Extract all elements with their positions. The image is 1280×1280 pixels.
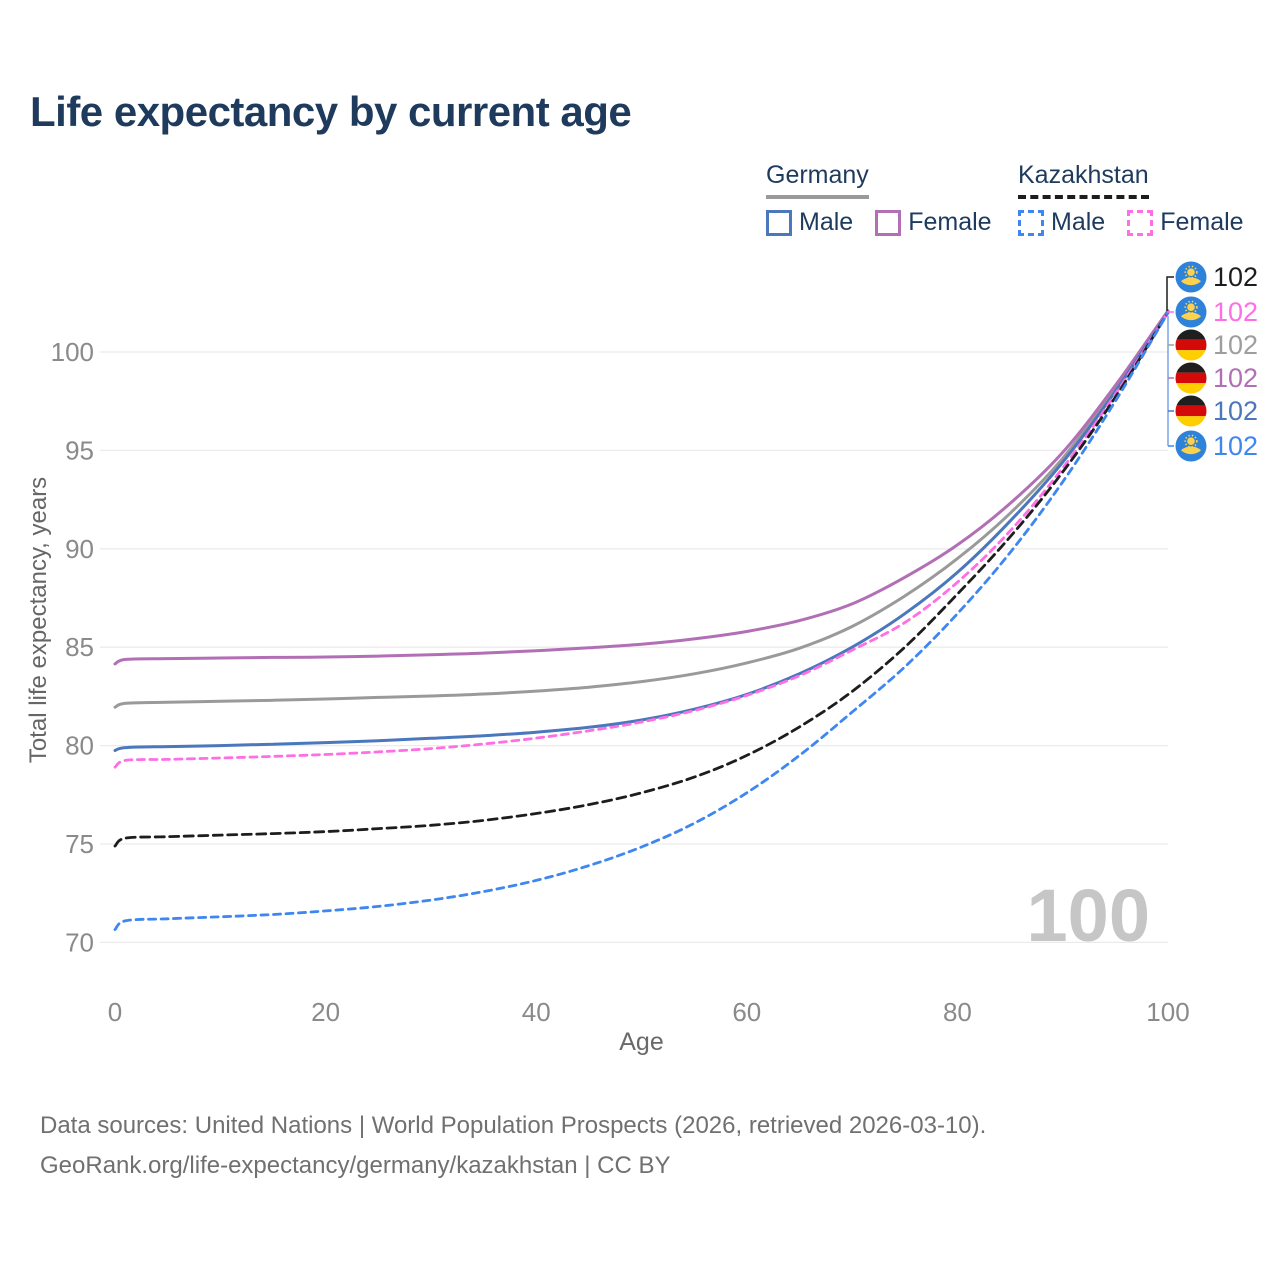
- series-line-germany-female[interactable]: [113, 309, 1170, 666]
- series-line-germany-male[interactable]: [113, 311, 1170, 752]
- end-label-connectors: [1166, 276, 1174, 447]
- end-label-germany-overall: 102: [1175, 329, 1258, 361]
- page-title: Life expectancy by current age: [30, 88, 632, 135]
- chart-footer: Data sources: United Nations | World Pop…: [40, 1106, 986, 1186]
- series-line-kazakhstan-male[interactable]: [113, 311, 1170, 931]
- end-label-germany-female: 102: [1175, 362, 1258, 394]
- x-axis-label: Age: [619, 1028, 663, 1056]
- end-label-kazakhstan-female: 102: [1175, 296, 1258, 328]
- attribution-line: GeoRank.org/life-expectancy/germany/kaza…: [40, 1152, 671, 1179]
- legend-item-germany-male[interactable]: Male: [766, 208, 853, 237]
- end-label-germany-male: 102: [1175, 395, 1258, 427]
- x-tick-label-40: 40: [522, 997, 551, 1027]
- series-line-germany-overall[interactable]: [113, 310, 1170, 709]
- y-axis-label: Total life expectancy, years: [25, 477, 52, 763]
- x-tick-label-100: 100: [1146, 997, 1189, 1027]
- legend-group-germany: Germany Male Female: [766, 161, 992, 237]
- legend-label-kazakhstan-female: Female: [1160, 208, 1244, 236]
- flag-icon-germany: [1175, 395, 1207, 427]
- age-counter-watermark: 100: [1027, 874, 1150, 957]
- legend-swatch-kazakhstan-male-icon[interactable]: [1018, 209, 1044, 236]
- legend-label-germany-male: Male: [799, 208, 854, 236]
- end-label-value-germany-female: 102: [1213, 363, 1258, 393]
- legend-item-kazakhstan-male[interactable]: Male: [1018, 208, 1105, 237]
- x-tick-label-80: 80: [943, 997, 972, 1027]
- end-label-value-germany-overall: 102: [1213, 330, 1258, 360]
- legend-swatch-germany-male-icon[interactable]: [766, 209, 792, 236]
- legend-header-germany[interactable]: Germany: [766, 161, 869, 199]
- legend-item-germany-female[interactable]: Female: [875, 208, 992, 237]
- end-label-kazakhstan-male: 102: [1175, 430, 1258, 462]
- legend-swatch-germany-female-icon[interactable]: [875, 209, 902, 236]
- series-line-kazakhstan-overall[interactable]: [113, 311, 1170, 848]
- legend-header-kazakhstan[interactable]: Kazakhstan: [1018, 161, 1149, 199]
- y-tick-label-80: 80: [65, 731, 94, 761]
- data-sources-line: Data sources: United Nations | World Pop…: [40, 1112, 987, 1139]
- end-label-value-kazakhstan-female: 102: [1213, 297, 1258, 327]
- legend-swatch-kazakhstan-female-icon[interactable]: [1127, 209, 1154, 236]
- flag-icon-kazakhstan: [1175, 296, 1207, 328]
- y-tick-label-90: 90: [65, 534, 94, 564]
- legend-group-kazakhstan: Kazakhstan Male Female: [1018, 161, 1244, 237]
- end-label-value-germany-male: 102: [1213, 396, 1258, 426]
- end-label-value-kazakhstan-male: 102: [1213, 431, 1258, 461]
- flag-icon-germany: [1175, 329, 1207, 361]
- end-label-value-kazakhstan-overall: 102: [1213, 262, 1258, 292]
- legend-label-kazakhstan-male: Male: [1051, 208, 1106, 236]
- x-tick-label-20: 20: [311, 997, 340, 1027]
- legend-label-germany-female: Female: [908, 208, 992, 236]
- series-line-kazakhstan-female[interactable]: [113, 311, 1170, 769]
- x-tick-label-0: 0: [108, 997, 122, 1027]
- flag-icon-kazakhstan: [1175, 430, 1207, 462]
- y-tick-label-85: 85: [65, 632, 94, 662]
- flag-icon-germany: [1175, 362, 1207, 394]
- y-tick-label-100: 100: [51, 337, 94, 367]
- flag-icon-kazakhstan: [1175, 261, 1207, 293]
- y-tick-label-95: 95: [65, 435, 94, 465]
- y-tick-label-75: 75: [65, 829, 94, 859]
- legend-item-kazakhstan-female[interactable]: Female: [1127, 208, 1244, 237]
- y-tick-label-70: 70: [65, 927, 94, 957]
- x-tick-label-60: 60: [732, 997, 761, 1027]
- end-label-kazakhstan-overall: 102: [1175, 261, 1258, 293]
